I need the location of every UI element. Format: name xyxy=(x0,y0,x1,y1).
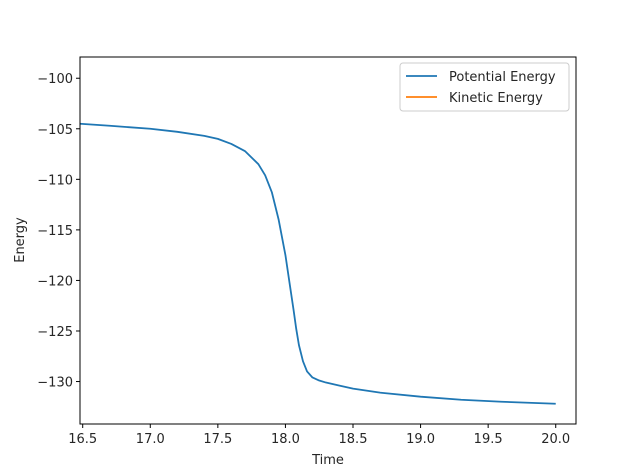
x-tick-label: 20.0 xyxy=(541,432,570,447)
x-tick-label: 18.5 xyxy=(339,432,368,447)
series-line-potential-energy xyxy=(79,122,556,405)
x-axis-ticks: 16.5 17.0 17.5 18.0 18.5 19.0 19.5 20.0 xyxy=(68,424,570,447)
y-tick-label: −125 xyxy=(37,325,73,340)
legend: Potential Energy Kinetic Energy xyxy=(399,62,570,112)
y-tick-label: −120 xyxy=(37,274,73,289)
x-tick-label: 17.0 xyxy=(136,432,165,447)
legend-label-potential-energy: Potential Energy xyxy=(449,70,556,85)
plot-frame xyxy=(79,56,577,425)
y-tick-label: −110 xyxy=(37,173,73,188)
y-axis-ticks: −100 −105 −110 −115 −120 −125 −130 xyxy=(37,72,80,391)
y-tick-label: −100 xyxy=(37,72,73,87)
x-tick-label: 17.5 xyxy=(203,432,232,447)
legend-label-kinetic-energy: Kinetic Energy xyxy=(449,91,543,106)
plot-area xyxy=(80,57,576,424)
x-tick-label: 16.5 xyxy=(68,432,97,447)
series-layer xyxy=(79,122,556,405)
y-tick-label: −130 xyxy=(37,376,73,391)
x-tick-label: 18.0 xyxy=(271,432,300,447)
x-axis-label: Time xyxy=(311,453,344,468)
x-tick-label: 19.0 xyxy=(406,432,435,447)
x-tick-label: 19.5 xyxy=(474,432,503,447)
y-tick-label: −105 xyxy=(37,123,73,138)
legend-box xyxy=(399,62,570,112)
y-tick-label: −115 xyxy=(37,224,73,239)
y-axis-label: Energy xyxy=(13,217,28,263)
